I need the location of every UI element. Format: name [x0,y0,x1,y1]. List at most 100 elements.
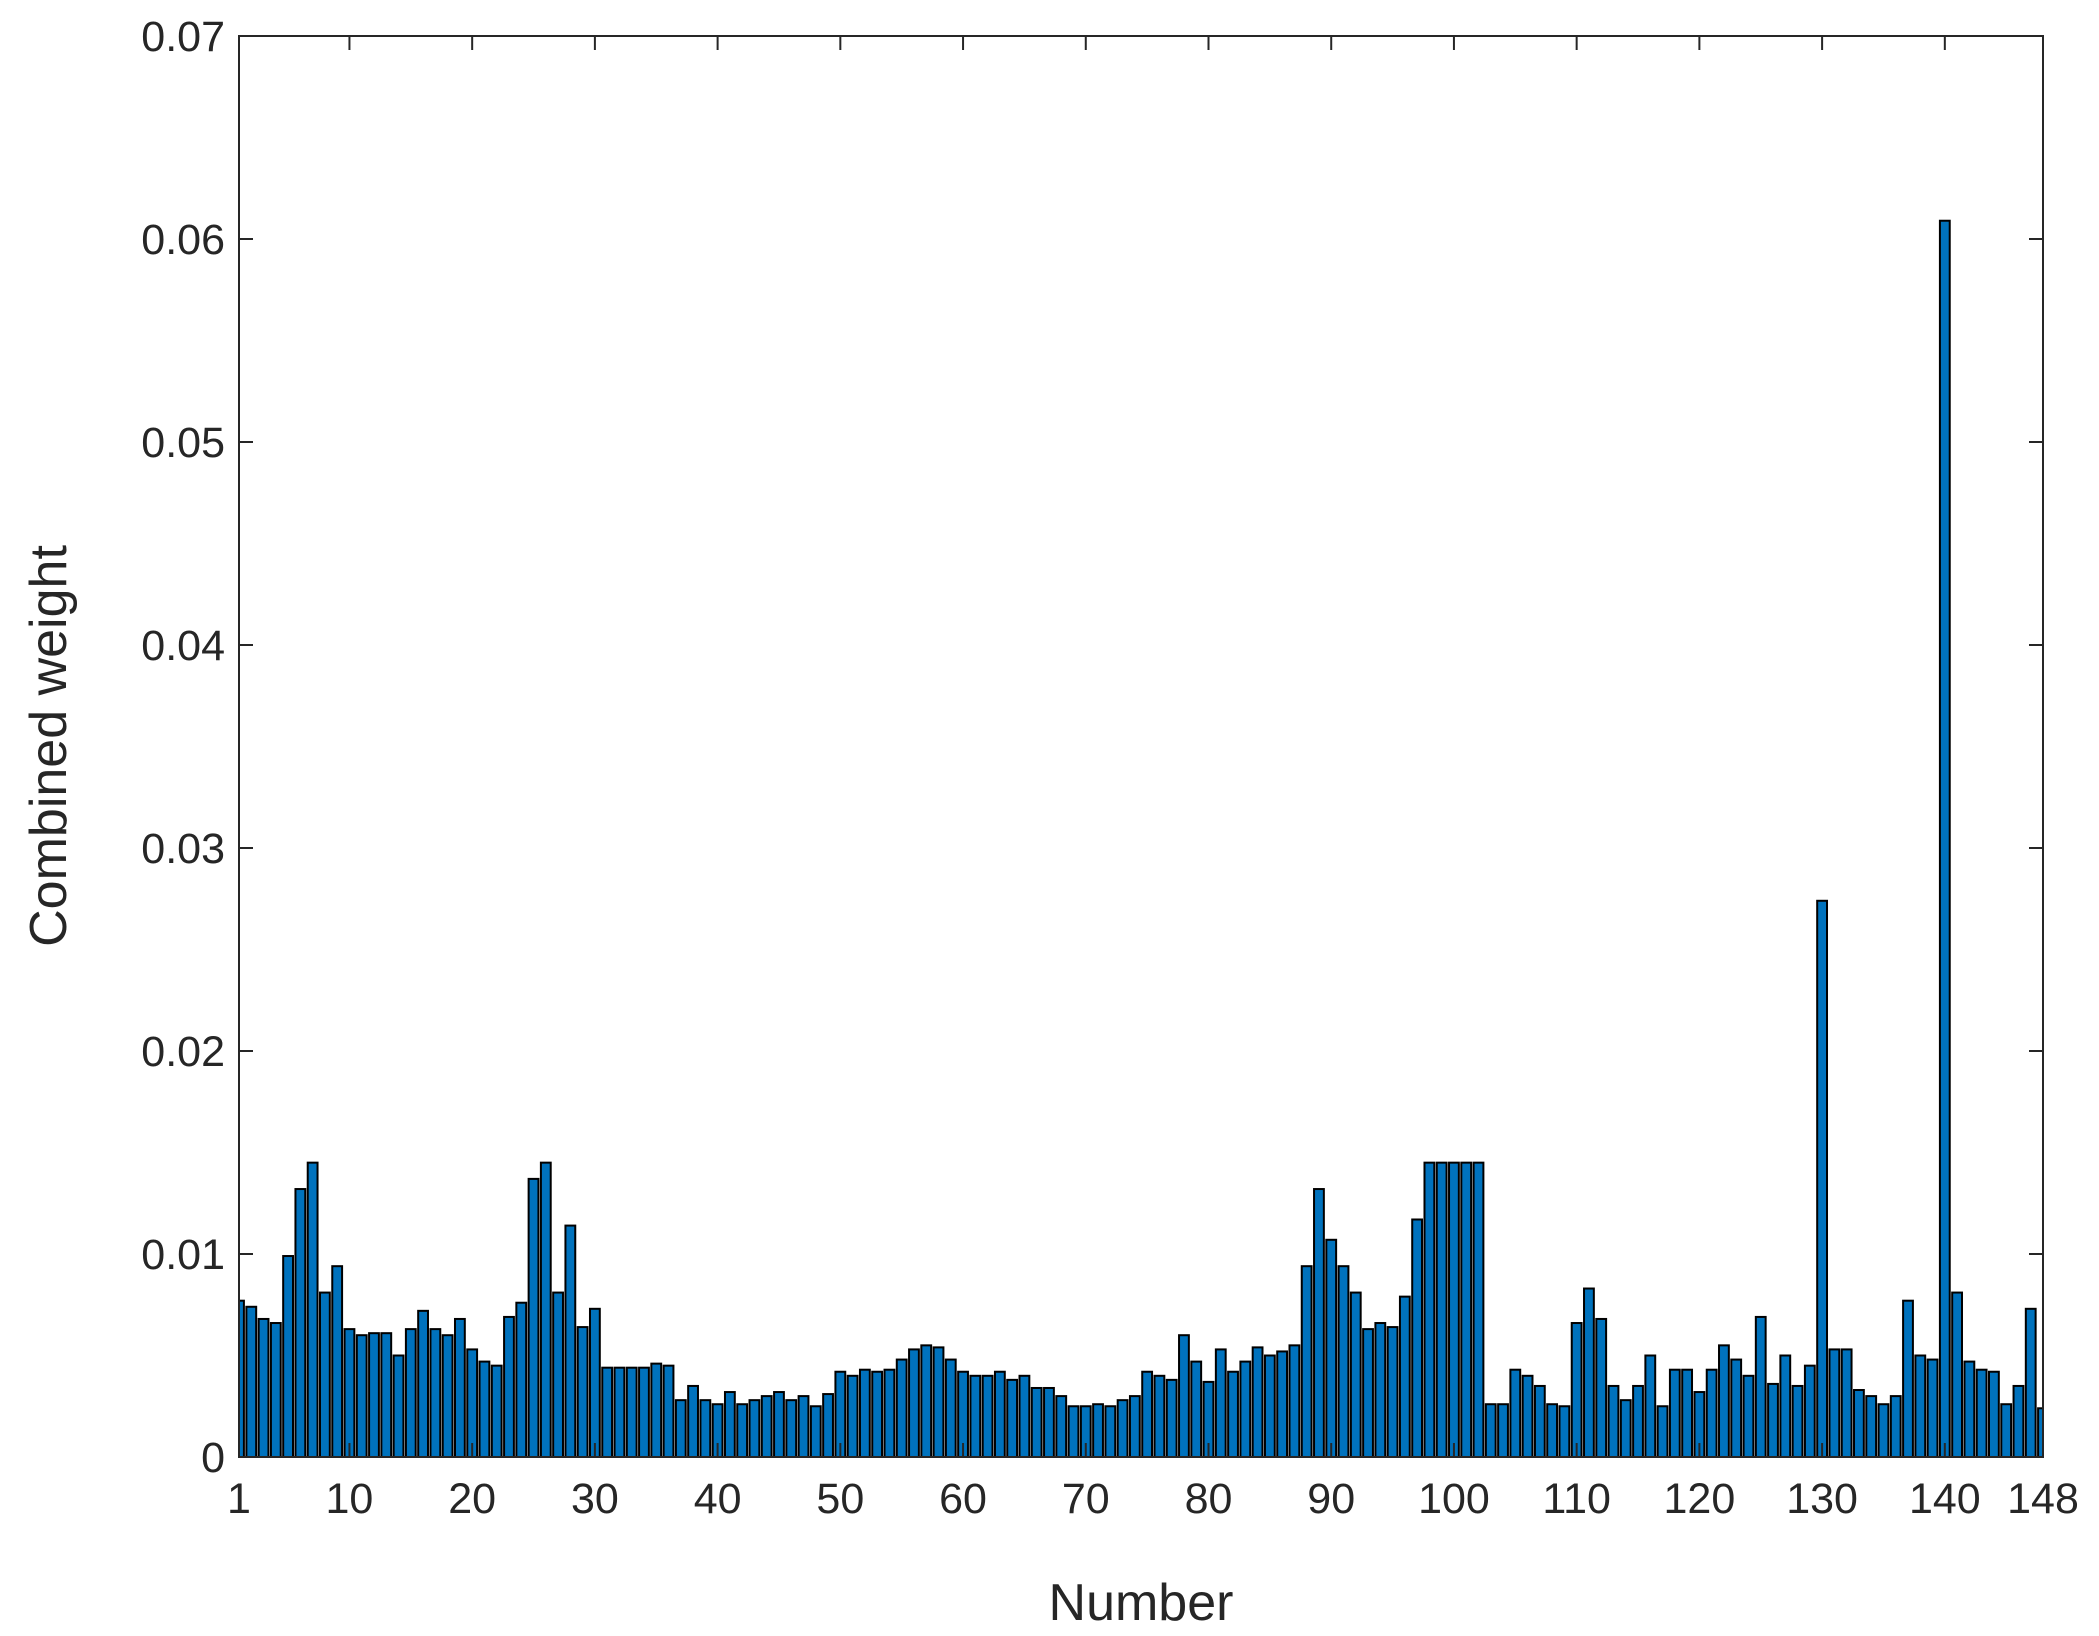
bar [1423,1161,1436,1457]
bar [588,1307,601,1457]
x-tick-label: 80 [1185,1475,1233,1523]
bar [1239,1360,1252,1457]
bar [1595,1317,1608,1457]
bar [1104,1405,1117,1457]
bar [748,1399,761,1457]
y-tick-label: 0.02 [141,1028,225,1076]
bar [355,1334,368,1457]
bar [306,1161,319,1457]
bar [1251,1346,1264,1457]
bar [1165,1378,1178,1457]
bar [1533,1384,1546,1457]
bar [2037,1407,2043,1457]
bar [1067,1405,1080,1457]
bar [1705,1368,1718,1457]
bar [723,1391,736,1457]
bar [1398,1295,1411,1457]
bar [1803,1364,1816,1457]
y-tick-label: 0.04 [141,622,225,670]
bar [1644,1354,1657,1457]
y-tick-label: 0.05 [141,419,225,467]
bar [809,1405,822,1457]
bar [1656,1405,1669,1457]
bar [576,1326,589,1457]
bar [760,1395,773,1457]
bar [1889,1395,1902,1457]
plot-frame [238,35,2044,1458]
bar [552,1291,564,1457]
bar [1730,1358,1743,1457]
bar [1300,1265,1313,1457]
bar [294,1188,307,1457]
bar [318,1291,331,1457]
bar [981,1374,994,1457]
bar [625,1366,638,1457]
bar [1865,1395,1878,1457]
bar [245,1305,258,1457]
y-tick-label: 0 [201,1434,225,1482]
bar [490,1364,503,1457]
y-tick-label: 0.06 [141,216,225,264]
bar [858,1368,871,1457]
bar [1951,1291,1964,1457]
bar [1202,1380,1215,1457]
bar [1497,1403,1509,1457]
bar [1325,1238,1338,1457]
bar [1558,1405,1571,1457]
x-tick-label: 100 [1418,1475,1490,1523]
x-tick-label: 110 [1542,1475,1611,1523]
bar [969,1374,982,1457]
bar [269,1322,282,1457]
bar [908,1348,920,1457]
y-tick-label: 0.01 [141,1231,225,1279]
bar [1214,1348,1227,1457]
bar [417,1309,429,1457]
bar [1128,1395,1141,1457]
bar [1853,1389,1865,1457]
bar [1337,1265,1350,1457]
bar [993,1370,1006,1457]
bar [920,1344,933,1457]
bar [1632,1384,1644,1457]
bar [1349,1291,1362,1457]
bar [1263,1354,1276,1457]
bar [1276,1350,1289,1457]
bar [441,1334,454,1457]
bar [1079,1405,1092,1457]
bar [613,1366,626,1457]
bar [1546,1403,1559,1457]
bar [1362,1328,1374,1457]
bar [662,1364,675,1457]
x-tick-label: 1 [227,1475,251,1523]
bar [1006,1378,1019,1457]
bar [1374,1322,1387,1457]
bar [282,1255,294,1457]
bar [1975,1368,1988,1457]
bar [773,1391,785,1457]
bar [1607,1384,1620,1457]
bar [1963,1360,1976,1457]
bar [239,1299,245,1457]
bar [1484,1403,1497,1457]
y-tick-label: 0.07 [141,13,225,61]
bar [404,1328,417,1457]
bar [1313,1188,1325,1457]
bar [822,1393,834,1457]
x-tick-label: 30 [571,1475,619,1523]
bar [1779,1354,1792,1457]
bar [515,1301,528,1457]
bar [2024,1307,2037,1457]
bar [1754,1315,1767,1457]
bar [1668,1368,1681,1457]
bar [1190,1360,1203,1457]
y-tick-label: 0.03 [141,825,225,873]
bar [429,1328,442,1457]
bars [239,219,2043,1457]
bar [1902,1299,1914,1457]
bar [1460,1161,1473,1457]
bar [846,1374,859,1457]
bar [1288,1344,1301,1457]
bar [1030,1386,1043,1457]
bar [1988,1370,2000,1457]
bar [785,1399,798,1457]
